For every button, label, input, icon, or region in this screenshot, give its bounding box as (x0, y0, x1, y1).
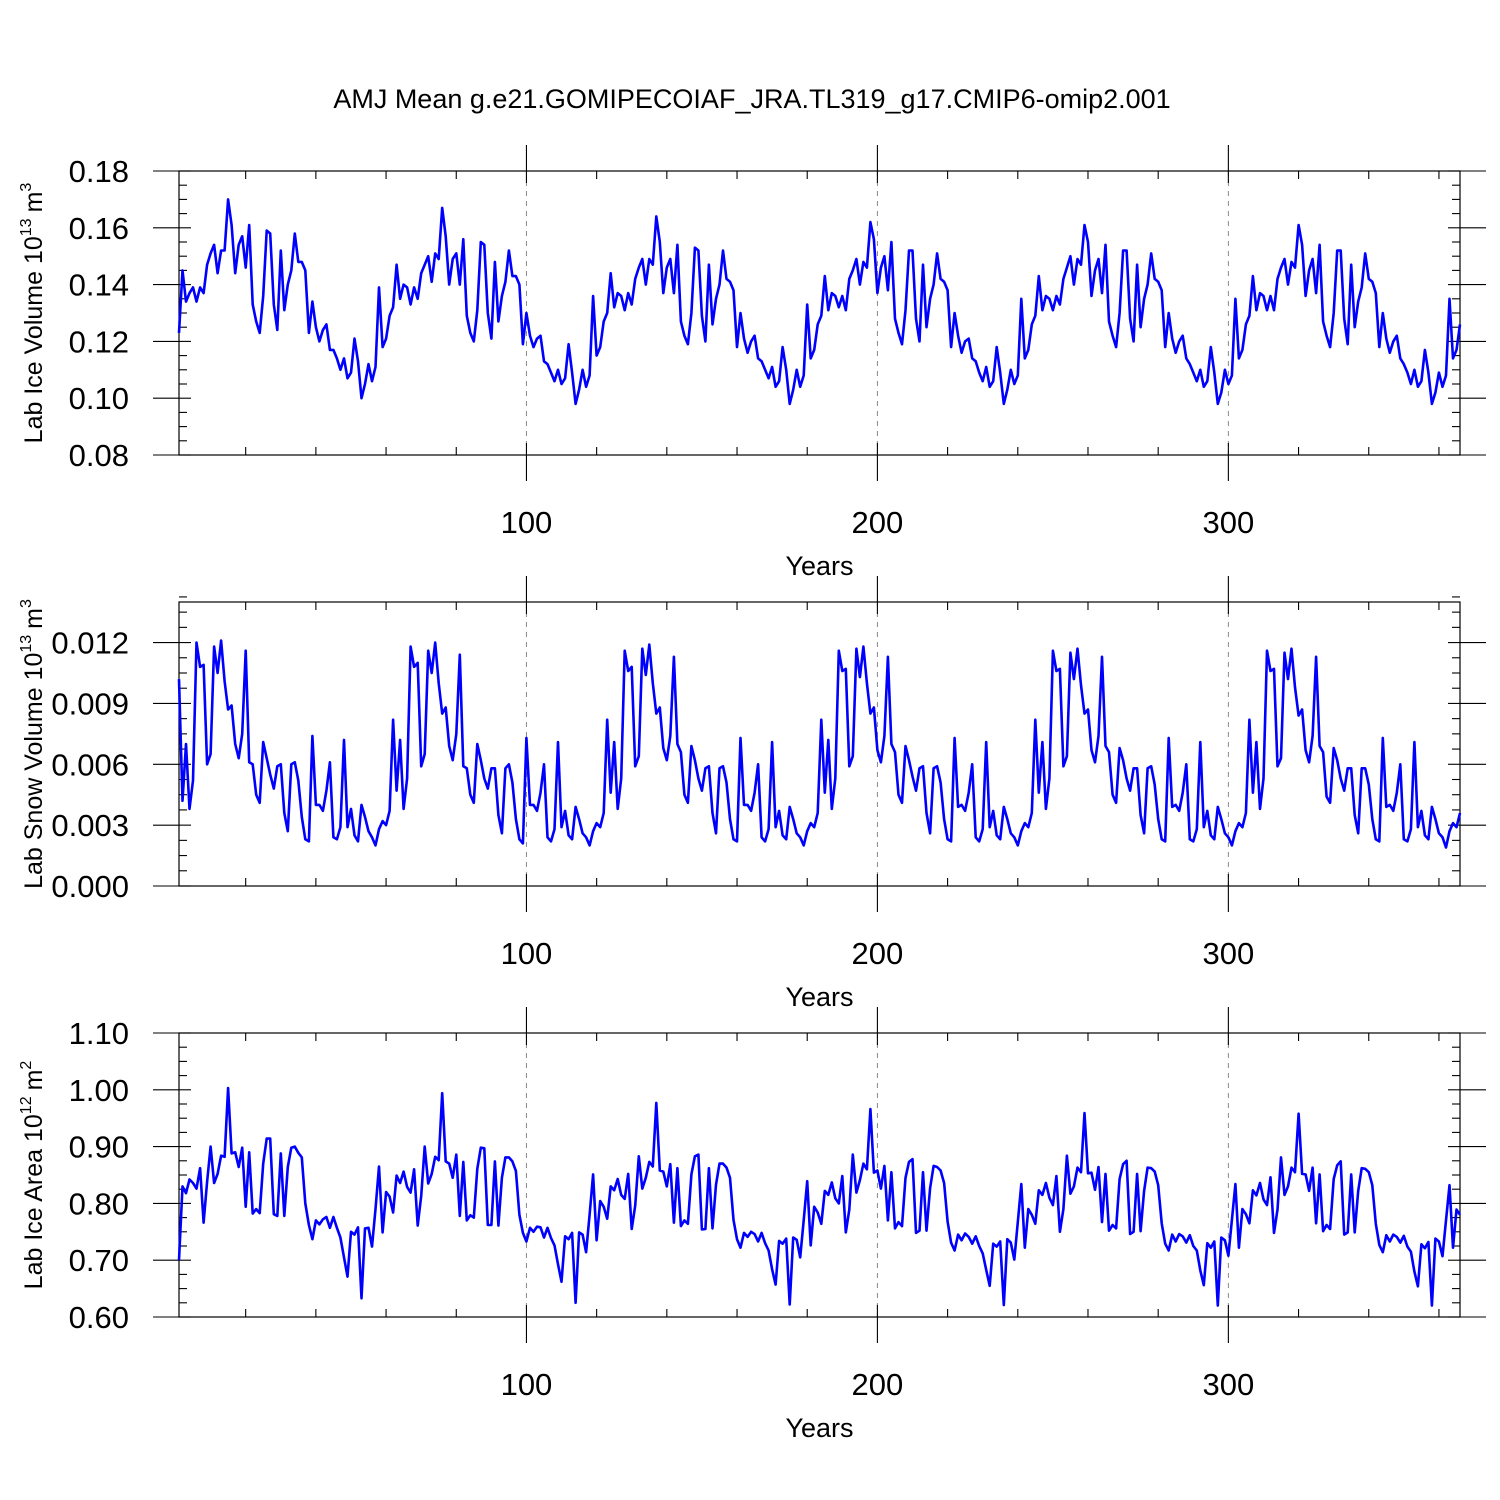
y-axis-label-text: Lab Snow Volume 10 (20, 653, 48, 889)
figure-title: AMJ Mean g.e21.GOMIPECOIAF_JRA.TL319_g17… (333, 84, 1170, 114)
x-tick-label: 200 (852, 1367, 904, 1402)
x-tick-label: 200 (852, 936, 904, 971)
y-tick-label: 0.009 (51, 686, 129, 721)
y-axis-label-exponent: 13 (18, 218, 35, 236)
series-line (177, 639, 1462, 849)
y-tick-label: 0.14 (69, 268, 129, 303)
x-axis-label: Years (785, 982, 853, 1012)
series-line (177, 198, 1462, 406)
y-axis-label: Lab Ice Area 1012 m2 (18, 1061, 48, 1290)
x-tick-label: 100 (501, 936, 553, 971)
y-tick-label: 0.90 (69, 1130, 129, 1165)
chart-panel-3: 100 200 300 0.60 0.70 0.80 0.90 1.00 1.10 Years La… (18, 1007, 1486, 1443)
chart-panel-1: 100 200 300 0.08 0.10 0.12 0.14 0.16 0.18 Years La… (18, 145, 1486, 581)
y-tick-label: 1.00 (69, 1073, 129, 1108)
x-tick-label: 100 (501, 505, 553, 540)
y-axis-label-unit: m (20, 608, 48, 629)
y-tick-label: 1.10 (69, 1016, 129, 1051)
y-tick-label: 0.000 (51, 869, 129, 904)
chart-panel-2: 100 200 300 0.000 0.003 0.006 0.009 0.012 Years L… (18, 576, 1486, 1012)
series-line (177, 1086, 1462, 1307)
y-tick-label: 0.18 (69, 154, 129, 189)
y-axis-label-unit-exponent: 3 (18, 599, 35, 608)
y-axis-label-unit: m (20, 1070, 48, 1091)
y-tick-label: 0.16 (69, 211, 129, 246)
x-tick-label: 300 (1202, 1367, 1254, 1402)
y-tick-label: 0.006 (51, 747, 129, 782)
y-tick-label: 0.08 (69, 438, 129, 473)
x-tick-label: 200 (852, 505, 904, 540)
y-tick-label: 0.60 (69, 1300, 129, 1335)
x-tick-label: 300 (1202, 505, 1254, 540)
y-axis-label: Lab Snow Volume 1013 m3 (18, 599, 48, 889)
panels: 100 200 300 0.08 0.10 0.12 0.14 0.16 0.18 Years La… (18, 145, 1486, 1443)
y-tick-label: 0.80 (69, 1186, 129, 1221)
plot-frame (178, 601, 1461, 887)
y-tick-label: 0.003 (51, 808, 129, 843)
y-tick-label: 0.10 (69, 381, 129, 416)
y-axis-label-exponent: 12 (18, 1096, 35, 1114)
y-tick-label: 0.70 (69, 1243, 129, 1278)
y-tick-label: 0.012 (51, 626, 129, 661)
y-axis-label: Lab Ice Volume 1013 m3 (18, 183, 48, 444)
y-tick-label: 0.12 (69, 324, 129, 359)
x-tick-label: 100 (501, 1367, 553, 1402)
y-axis-label-unit-exponent: 2 (18, 1061, 35, 1070)
x-axis-label: Years (785, 1413, 853, 1443)
x-axis-label: Years (785, 551, 853, 581)
y-axis-label-text: Lab Ice Area 10 (20, 1114, 48, 1289)
x-tick-label: 300 (1202, 936, 1254, 971)
y-axis-label-unit: m (20, 192, 48, 213)
y-axis-label-text: Lab Ice Volume 10 (20, 236, 48, 443)
y-axis-label-exponent: 13 (18, 635, 35, 653)
y-axis-label-unit-exponent: 3 (18, 183, 35, 192)
